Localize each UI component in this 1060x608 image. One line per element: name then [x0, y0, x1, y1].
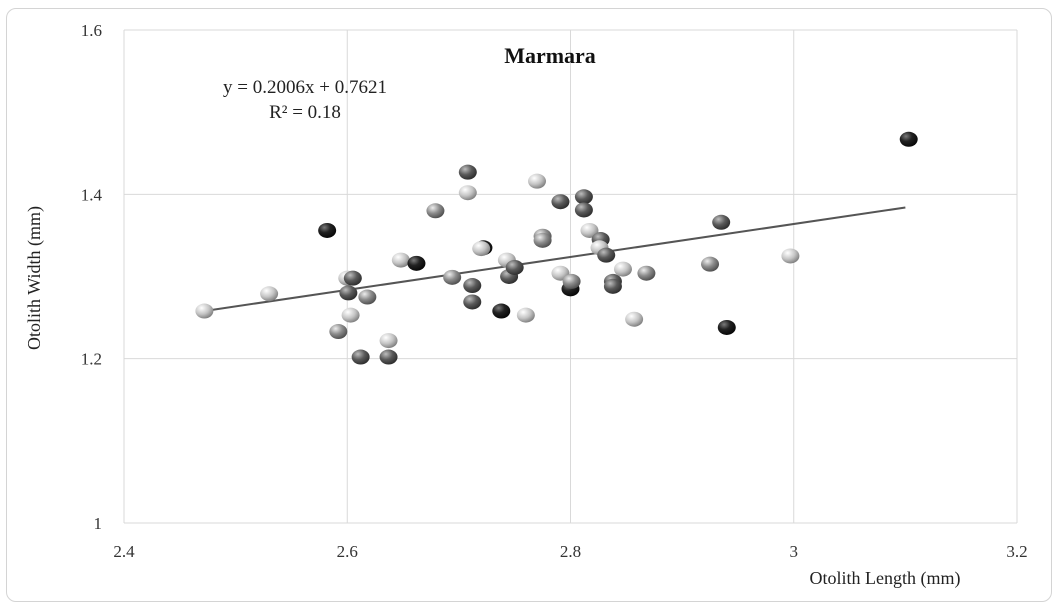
y-tick-label: 1	[94, 514, 103, 533]
x-tick-label: 3.2	[1006, 542, 1027, 561]
data-point	[717, 319, 736, 335]
x-axis-title: Otolith Length (mm)	[810, 568, 961, 589]
data-point	[458, 185, 477, 201]
data-point	[712, 214, 731, 230]
trendline-equation: y = 0.2006x + 0.7621	[223, 77, 387, 98]
data-points	[195, 131, 918, 365]
data-point	[701, 256, 720, 272]
y-axis-title: Otolith Width (mm)	[24, 206, 45, 350]
chart-frame	[6, 8, 1052, 602]
data-point	[551, 194, 570, 210]
x-tick-label: 2.8	[560, 542, 581, 561]
data-point	[574, 189, 593, 205]
data-point	[492, 303, 511, 319]
data-point	[195, 303, 214, 319]
data-point	[637, 265, 656, 281]
data-point	[343, 270, 362, 286]
data-point	[580, 222, 599, 238]
data-point	[781, 248, 800, 264]
data-point	[562, 273, 581, 289]
data-point	[463, 294, 482, 310]
data-point	[318, 222, 337, 238]
data-point	[463, 278, 482, 294]
data-point	[899, 131, 918, 147]
data-point	[505, 259, 524, 275]
data-point	[472, 241, 491, 257]
trendline	[201, 206, 906, 313]
chart-title: Marmara	[504, 43, 596, 68]
data-point	[351, 349, 370, 365]
r-squared-label: R² = 0.18	[269, 102, 341, 123]
data-point	[533, 232, 552, 248]
y-tick-label: 1.2	[81, 350, 102, 369]
data-point	[603, 278, 622, 294]
x-tick-label: 2.6	[337, 542, 358, 561]
x-tick-label: 2.4	[113, 542, 135, 561]
data-point	[426, 203, 445, 219]
y-tick-label: 1.6	[81, 21, 102, 40]
data-point	[528, 173, 547, 189]
y-tick-label: 1.4	[81, 185, 103, 204]
data-point	[407, 255, 426, 271]
data-point	[625, 311, 644, 327]
tick-labels: 2.4 2.6 2.8 3 3.2 1 1.2 1.4 1.6	[81, 21, 1028, 561]
data-point	[260, 286, 279, 302]
data-point	[597, 247, 616, 263]
data-point	[391, 252, 410, 268]
x-tick-label: 3	[790, 542, 799, 561]
data-point	[613, 261, 632, 277]
data-point	[339, 285, 358, 301]
data-point	[458, 164, 477, 180]
data-point	[329, 324, 348, 340]
data-point	[574, 202, 593, 218]
data-point	[358, 289, 377, 305]
data-point	[341, 307, 360, 323]
data-point	[379, 349, 398, 365]
data-point	[379, 333, 398, 349]
grid-layer	[123, 29, 1018, 524]
data-point	[516, 307, 535, 323]
data-point	[443, 269, 462, 285]
